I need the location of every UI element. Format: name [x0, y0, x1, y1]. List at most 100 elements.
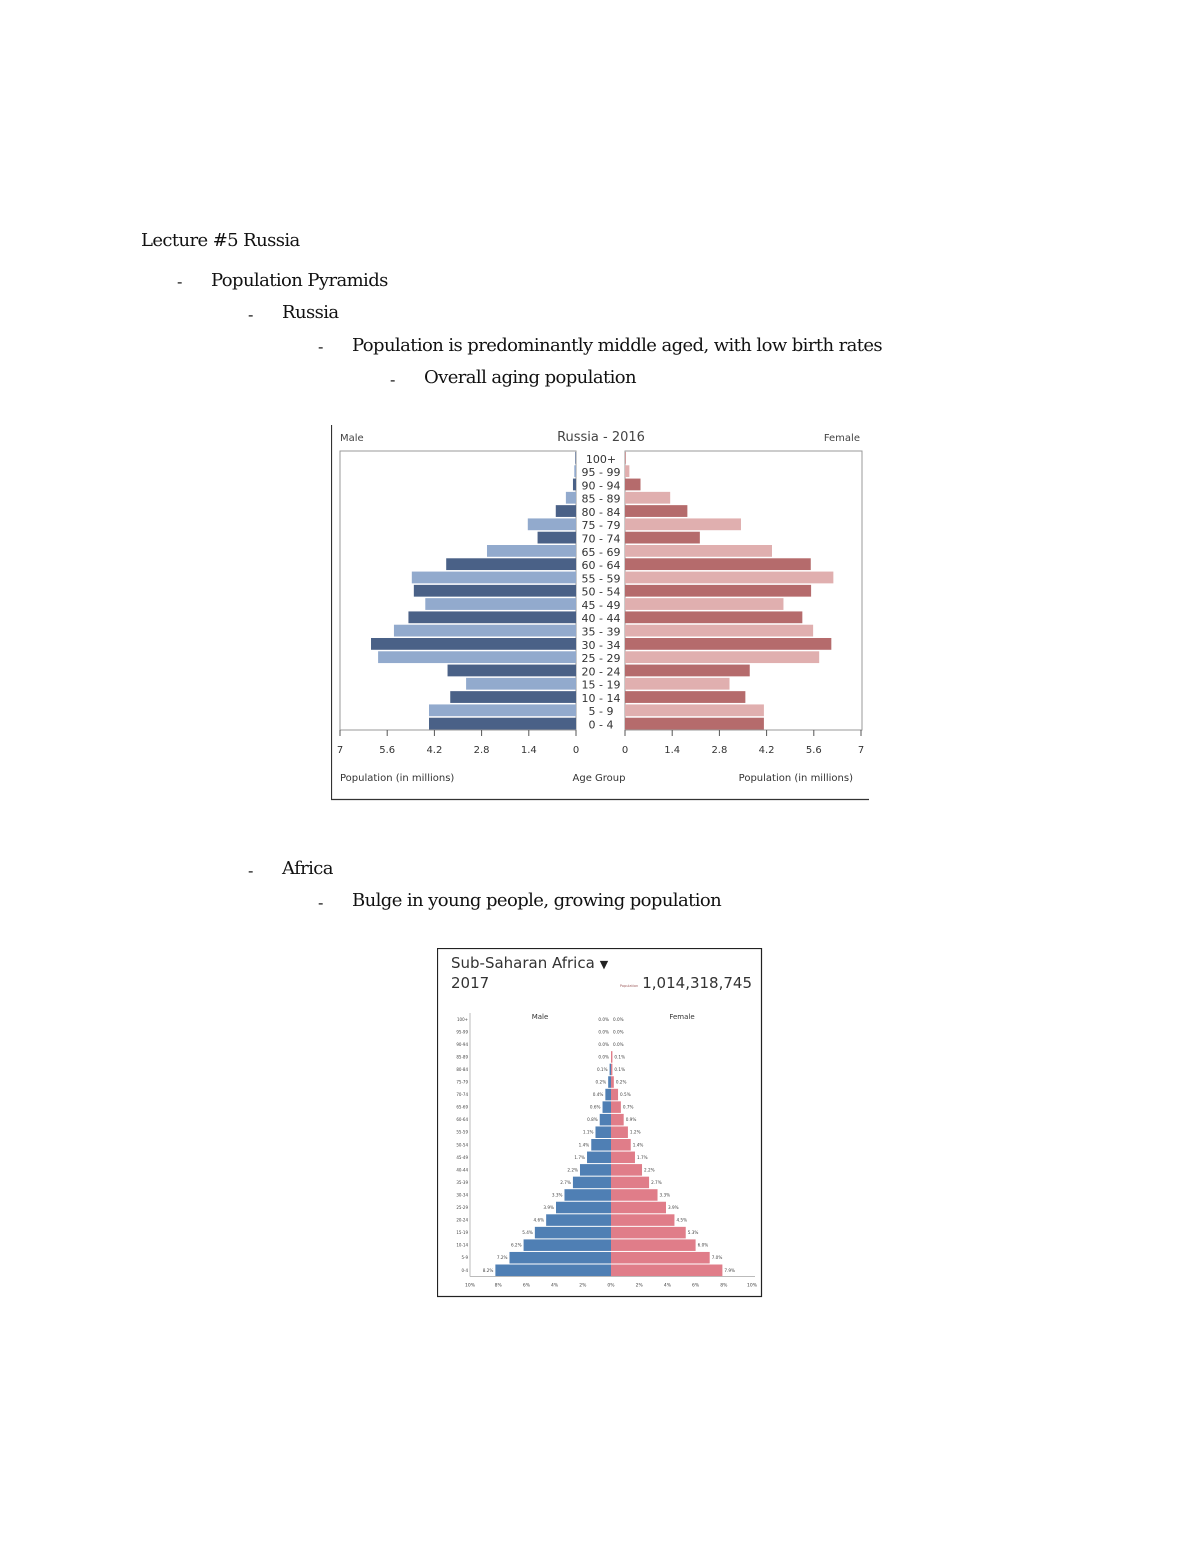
tick-label: 8% — [495, 1283, 503, 1289]
tick-label: 1.4 — [521, 745, 537, 756]
male-value-label: 0.0% — [598, 1042, 609, 1047]
age-group-label: 60-64 — [456, 1117, 468, 1122]
female-bar — [611, 1113, 624, 1126]
female-bar — [625, 651, 820, 664]
age-group-label: 45 - 49 — [582, 599, 621, 612]
male-value-label: 3.3% — [552, 1192, 563, 1197]
tick-label: 0 — [622, 745, 628, 756]
male-bar — [429, 704, 576, 717]
male-bar — [447, 664, 576, 677]
bullet-russia-detail: Population is predominantly middle aged,… — [352, 335, 883, 356]
male-bar — [371, 638, 576, 650]
age-group-label: 50-54 — [456, 1142, 468, 1147]
male-value-label: 1.7% — [574, 1155, 585, 1160]
age-group-label: 85-89 — [456, 1054, 468, 1059]
bullet-africa-detail: Bulge in young people, growing populatio… — [352, 890, 722, 911]
x-axis-label-center: Age Group — [573, 773, 626, 784]
male-bar — [534, 1226, 611, 1239]
tick-label: 4.2 — [759, 745, 775, 756]
male-bar — [450, 691, 576, 703]
male-value-label: 3.9% — [543, 1205, 554, 1210]
female-bar — [625, 545, 772, 557]
male-bar — [591, 1139, 611, 1151]
age-group-label: 40 - 44 — [582, 612, 621, 625]
female-bar — [625, 611, 803, 624]
male-value-label: 5.4% — [522, 1230, 533, 1235]
age-group-label: 50 - 54 — [582, 586, 621, 599]
age-group-label: 25-29 — [456, 1205, 468, 1210]
female-bar — [611, 1164, 643, 1176]
female-bar — [611, 1226, 686, 1239]
male-bar — [527, 518, 576, 531]
male-bar — [608, 1076, 611, 1088]
x-axis-label-right: Population (in millions) — [739, 773, 853, 784]
male-bar — [579, 1164, 611, 1176]
male-bar — [466, 677, 576, 690]
female-bar — [611, 1176, 650, 1189]
female-bar — [611, 1101, 621, 1113]
age-group-label: 40-44 — [456, 1167, 468, 1172]
female-bar — [611, 1063, 613, 1076]
male-bar — [572, 1176, 611, 1189]
age-group-label: 95-99 — [456, 1029, 468, 1034]
female-value-label: 0.0% — [613, 1042, 624, 1047]
bullet-marker: - — [248, 861, 254, 880]
male-value-label: 0.2% — [596, 1080, 607, 1085]
female-bar — [611, 1088, 619, 1101]
male-bar — [574, 465, 576, 478]
region-title: Sub-Saharan Africa — [451, 954, 595, 972]
female-value-label: 6.0% — [698, 1243, 709, 1248]
male-value-label: 0.8% — [587, 1117, 598, 1122]
age-group-label: 30 - 34 — [582, 639, 621, 652]
population-value: 1,014,318,745 — [642, 974, 752, 992]
male-bar — [393, 624, 576, 637]
female-bar — [611, 1126, 628, 1138]
female-value-label: 7.9% — [724, 1268, 735, 1273]
female-value-label: 3.9% — [668, 1205, 679, 1210]
male-bar — [378, 651, 576, 664]
age-group-label: 0 - 4 — [589, 719, 614, 732]
tick-label: 2.8 — [711, 745, 727, 756]
female-bar — [625, 571, 834, 584]
bullet-population-pyramids: Population Pyramids — [211, 270, 388, 291]
female-label: Female — [824, 433, 860, 444]
female-bar — [625, 584, 812, 597]
male-bar — [425, 598, 576, 610]
female-value-label: 0.1% — [614, 1054, 625, 1059]
age-group-label: 0-4 — [461, 1268, 468, 1273]
tick-label: 0% — [607, 1283, 615, 1289]
bullet-russia: Russia — [282, 302, 339, 323]
lecture-title: Lecture #5 Russia — [141, 230, 300, 251]
female-bar — [611, 1251, 710, 1264]
female-value-label: 0.0% — [613, 1017, 624, 1022]
age-group-label: 70 - 74 — [582, 533, 621, 546]
female-bar — [625, 478, 641, 491]
age-group-label: 45-49 — [456, 1155, 468, 1160]
male-bar — [555, 505, 576, 517]
tick-label: 2.8 — [474, 745, 490, 756]
age-group-label: 95 - 99 — [582, 466, 621, 479]
male-value-label: 0.6% — [590, 1105, 601, 1110]
age-group-label: 5-9 — [461, 1255, 468, 1260]
tick-label: 2% — [636, 1283, 644, 1289]
female-bar — [625, 531, 700, 544]
tick-label: 2% — [579, 1283, 587, 1289]
age-group-label: 100+ — [457, 1017, 468, 1022]
female-bar — [625, 624, 814, 637]
male-value-label: 0.0% — [598, 1054, 609, 1059]
age-group-label: 10-14 — [456, 1243, 468, 1248]
female-value-label: 0.7% — [623, 1105, 634, 1110]
male-bar — [575, 452, 576, 464]
bullet-marker: - — [318, 337, 324, 356]
population-label: Population — [620, 984, 638, 988]
age-group-label: 35 - 39 — [582, 626, 621, 639]
male-value-label: 0.0% — [598, 1029, 609, 1034]
female-value-label: 2.7% — [651, 1180, 662, 1185]
age-group-label: 90 - 94 — [582, 479, 621, 492]
male-value-label: 6.2% — [511, 1243, 522, 1248]
female-value-label: 0.1% — [614, 1067, 625, 1072]
female-value-label: 1.7% — [637, 1155, 648, 1160]
male-bar — [486, 545, 576, 557]
male-bar — [523, 1239, 611, 1251]
